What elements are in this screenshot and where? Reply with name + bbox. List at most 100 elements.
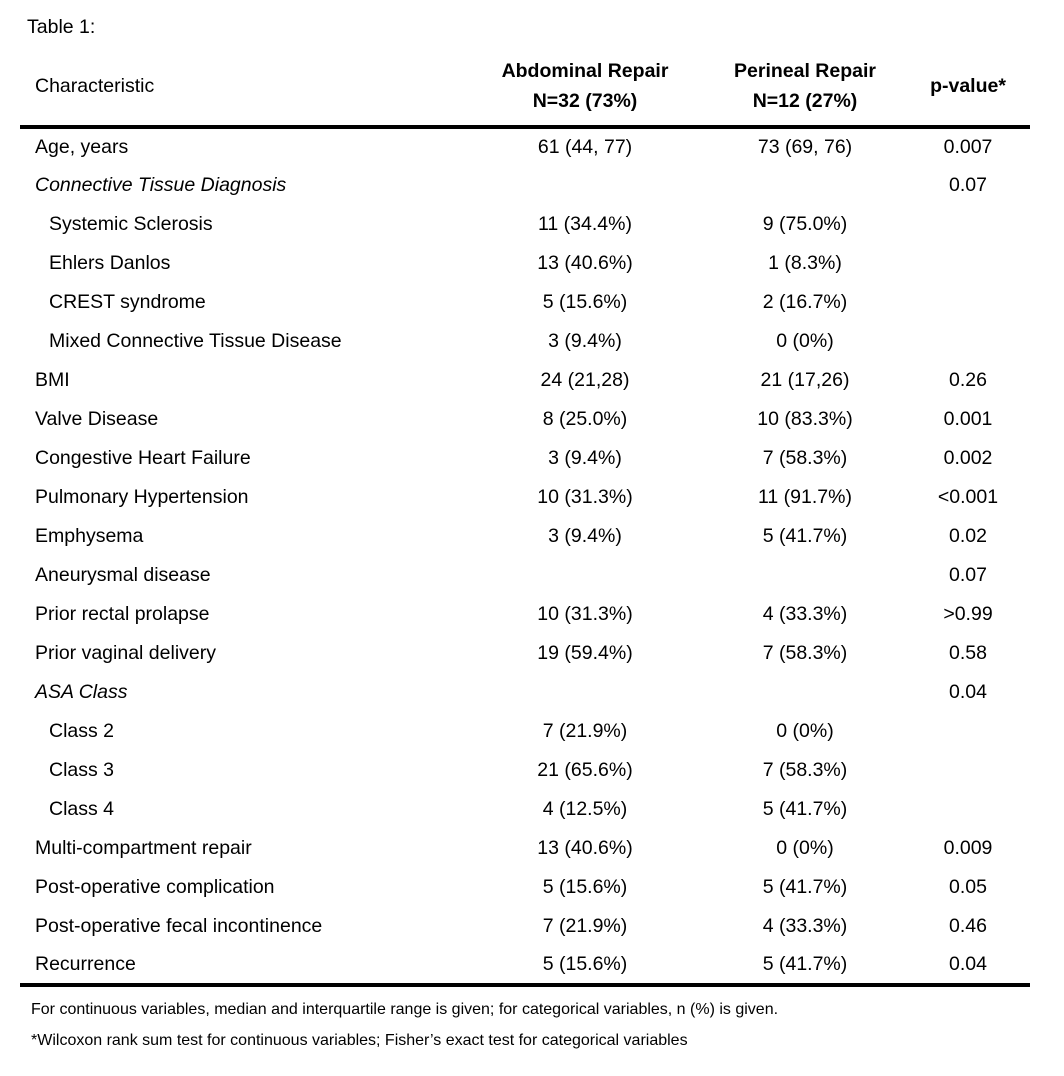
abdominal-value: 3 (9.4%): [548, 525, 622, 548]
footnotes: For continuous variables, median and int…: [20, 995, 1030, 1056]
perineal-value: 21 (17,26): [760, 369, 850, 392]
table-row: CREST syndrome 5 (15.6%) 2 (16.7%): [20, 283, 1030, 322]
table-row: Class 3 21 (65.6%) 7 (58.3%): [20, 751, 1030, 790]
pvalue-value: [906, 205, 1030, 244]
pvalue-value: 0.07: [949, 564, 987, 587]
column-header-perineal-line2: N=12 (27%): [752, 90, 858, 113]
pvalue-value: 0.07: [949, 174, 987, 197]
table-row: Multi-compartment repair 13 (40.6%) 0 (0%)…: [20, 829, 1030, 868]
table-row: Valve Disease 8 (25.0%) 10 (83.3%) 0.001: [20, 400, 1030, 439]
row-label: ASA Class: [35, 681, 128, 704]
characteristics-table: Characteristic Abdominal Repair N=32 (73…: [20, 52, 1030, 988]
abdominal-value: [466, 556, 704, 595]
row-label: Connective Tissue Diagnosis: [35, 174, 287, 197]
perineal-value: 11 (91.7%): [758, 486, 852, 509]
pvalue-value: 0.009: [943, 837, 993, 860]
perineal-value: 7 (58.3%): [762, 759, 848, 782]
table-row: Connective Tissue Diagnosis 0.07: [20, 166, 1030, 205]
perineal-value: [704, 166, 906, 205]
abdominal-value: 7 (21.9%): [542, 720, 628, 743]
pvalue-value: [906, 790, 1030, 829]
table-row: Congestive Heart Failure 3 (9.4%) 7 (58.3%…: [20, 439, 1030, 478]
abdominal-value: 8 (25.0%): [542, 408, 628, 431]
abdominal-value: 24 (21,28): [540, 369, 630, 392]
perineal-value: 7 (58.3%): [762, 447, 848, 470]
pvalue-value: [906, 283, 1030, 322]
table-row: Prior rectal prolapse 10 (31.3%) 4 (33.3%)…: [20, 595, 1030, 634]
abdominal-value: 19 (59.4%): [537, 642, 633, 665]
perineal-value: 9 (75.0%): [762, 213, 848, 236]
pvalue-value: 0.001: [943, 408, 993, 431]
perineal-value: 4 (33.3%): [762, 915, 848, 938]
table-row: ASA Class 0.04: [20, 673, 1030, 712]
perineal-value: [704, 673, 906, 712]
abdominal-value: 61 (44, 77): [537, 136, 633, 159]
table-row: Pulmonary Hypertension 10 (31.3%) 11 (91.7…: [20, 478, 1030, 517]
table-row: Class 4 4 (12.5%) 5 (41.7%): [20, 790, 1030, 829]
pvalue-value: 0.007: [943, 136, 993, 159]
row-label: Class 4: [49, 798, 115, 821]
row-label: Prior rectal prolapse: [35, 603, 210, 626]
perineal-value: 1 (8.3%): [768, 252, 842, 275]
table-row: Post-operative complication 5 (15.6%) 5 (4…: [20, 868, 1030, 907]
perineal-value: 5 (41.7%): [704, 946, 906, 988]
pvalue-value: 0.05: [949, 876, 987, 899]
column-header-abdominal-repair: Abdominal Repair N=32 (73%): [466, 52, 704, 130]
pvalue-value: 0.04: [949, 681, 987, 704]
perineal-value: 5 (41.7%): [762, 525, 848, 548]
pvalue-value: >0.99: [943, 603, 993, 626]
table-row: BMI 24 (21,28) 21 (17,26) 0.26: [20, 361, 1030, 400]
table-row: Emphysema 3 (9.4%) 5 (41.7%) 0.02: [20, 517, 1030, 556]
pvalue-value: [906, 322, 1030, 361]
abdominal-value: 10 (31.3%): [537, 603, 633, 626]
abdominal-value: [466, 166, 704, 205]
table-row: Post-operative fecal incontinence 7 (21.9…: [20, 907, 1030, 946]
abdominal-value: 4 (12.5%): [542, 798, 628, 821]
pvalue-value: 0.58: [949, 642, 987, 665]
perineal-value: 73 (69, 76): [757, 136, 853, 159]
table-header: Characteristic Abdominal Repair N=32 (73…: [20, 52, 1030, 130]
abdominal-value: 13 (40.6%): [537, 837, 633, 860]
row-label: Mixed Connective Tissue Disease: [49, 330, 342, 353]
perineal-value: [704, 556, 906, 595]
pvalue-value: 0.002: [943, 447, 993, 470]
pvalue-value: 0.26: [949, 369, 987, 392]
perineal-value: 7 (58.3%): [762, 642, 848, 665]
header-row: Characteristic Abdominal Repair N=32 (73…: [20, 52, 1030, 130]
abdominal-value: 5 (15.6%): [542, 291, 628, 314]
row-label: Class 3: [49, 759, 115, 782]
table-row: Class 2 7 (21.9%) 0 (0%): [20, 712, 1030, 751]
row-label: BMI: [35, 369, 70, 392]
footnote-general: For continuous variables, median and int…: [31, 1001, 779, 1019]
perineal-value: 4 (33.3%): [762, 603, 848, 626]
table-row: Systemic Sclerosis 11 (34.4%) 9 (75.0%): [20, 205, 1030, 244]
perineal-value: 0 (0%): [776, 720, 834, 743]
abdominal-value: 3 (9.4%): [548, 447, 622, 470]
row-label: CREST syndrome: [49, 291, 206, 314]
perineal-value: 5 (41.7%): [762, 876, 848, 899]
pvalue-value: [906, 712, 1030, 751]
table-row: Prior vaginal delivery 19 (59.4%) 7 (58.3%…: [20, 634, 1030, 673]
table-row: Aneurysmal disease 0.07: [20, 556, 1030, 595]
row-label: Multi-compartment repair: [35, 837, 252, 860]
abdominal-value: [466, 673, 704, 712]
abdominal-value: 7 (21.9%): [542, 915, 628, 938]
table-row: Mixed Connective Tissue Disease 3 (9.4%) 0…: [20, 322, 1030, 361]
column-header-pvalue: p-value*: [906, 52, 1030, 130]
row-label: Congestive Heart Failure: [35, 447, 251, 470]
table-row: Recurrence 5 (15.6%) 5 (41.7%) 0.04: [20, 946, 1030, 988]
column-header-characteristic: Characteristic: [20, 52, 466, 130]
column-header-perineal-repair: Perineal Repair N=12 (27%): [704, 52, 906, 130]
table-row: Ehlers Danlos 13 (40.6%) 1 (8.3%): [20, 244, 1030, 283]
row-label: Emphysema: [35, 525, 144, 548]
row-label: Pulmonary Hypertension: [35, 486, 249, 509]
abdominal-value: 10 (31.3%): [537, 486, 633, 509]
pvalue-value: <0.001: [937, 486, 999, 509]
pvalue-value: 0.04: [906, 946, 1030, 988]
perineal-value: 0 (0%): [776, 837, 834, 860]
footnote-statistical-tests: *Wilcoxon rank sum test for continuous v…: [31, 1032, 688, 1050]
row-label: Ehlers Danlos: [49, 252, 171, 275]
abdominal-value: 13 (40.6%): [537, 252, 633, 275]
pvalue-value: [906, 751, 1030, 790]
